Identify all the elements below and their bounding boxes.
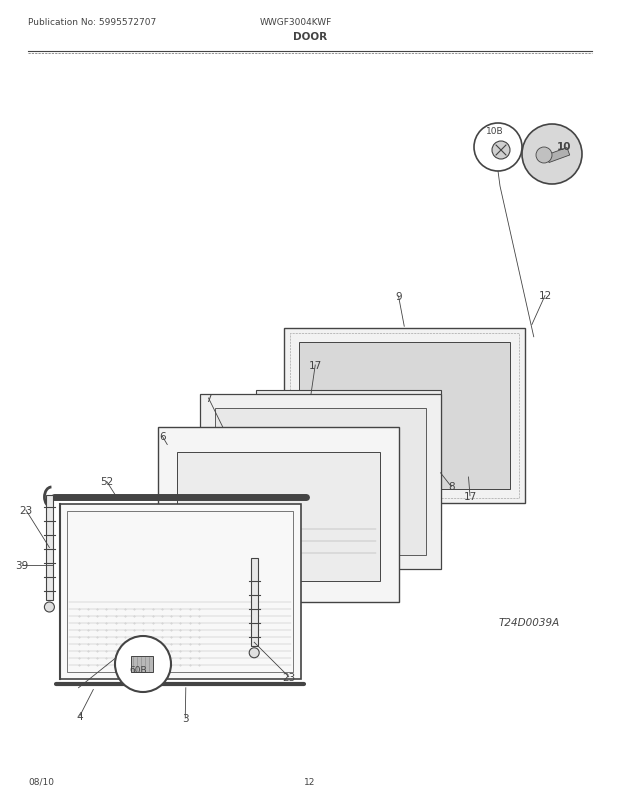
Text: 10: 10 xyxy=(557,142,572,152)
Text: 39: 39 xyxy=(15,561,28,570)
Polygon shape xyxy=(177,452,380,581)
Text: 9: 9 xyxy=(395,292,402,302)
Polygon shape xyxy=(250,558,258,646)
Polygon shape xyxy=(299,342,510,489)
Text: 10B: 10B xyxy=(486,127,503,136)
Text: 6: 6 xyxy=(159,431,166,441)
Circle shape xyxy=(249,648,259,658)
Text: 23: 23 xyxy=(19,505,32,516)
Circle shape xyxy=(115,636,171,692)
Text: 60B: 60B xyxy=(129,665,146,674)
Bar xyxy=(546,148,570,164)
Circle shape xyxy=(474,124,522,172)
Polygon shape xyxy=(200,395,440,569)
Text: T24D0039A: T24D0039A xyxy=(498,618,560,627)
Circle shape xyxy=(522,125,582,184)
Polygon shape xyxy=(60,504,301,679)
Text: eReplacementParts.com: eReplacementParts.com xyxy=(226,432,394,447)
Polygon shape xyxy=(158,427,399,602)
Text: Publication No: 5995572707: Publication No: 5995572707 xyxy=(28,18,156,27)
Text: 52: 52 xyxy=(100,477,113,487)
Polygon shape xyxy=(215,408,426,555)
Text: 8: 8 xyxy=(448,482,454,492)
Text: DOOR: DOOR xyxy=(293,32,327,42)
Circle shape xyxy=(45,602,55,612)
Polygon shape xyxy=(284,329,525,504)
Text: 08/10: 08/10 xyxy=(28,777,54,786)
Text: 17: 17 xyxy=(463,491,477,501)
Circle shape xyxy=(536,148,552,164)
Text: 12: 12 xyxy=(538,291,552,301)
Text: 7: 7 xyxy=(205,394,212,403)
Text: 4: 4 xyxy=(76,711,83,721)
Polygon shape xyxy=(131,656,153,672)
Text: 3: 3 xyxy=(182,713,188,723)
Circle shape xyxy=(492,142,510,160)
Polygon shape xyxy=(255,390,441,530)
Text: 23: 23 xyxy=(282,672,295,682)
Text: WWGF3004KWF: WWGF3004KWF xyxy=(260,18,332,27)
Text: 17: 17 xyxy=(309,361,322,371)
Text: 12: 12 xyxy=(304,777,316,786)
Polygon shape xyxy=(46,496,53,600)
